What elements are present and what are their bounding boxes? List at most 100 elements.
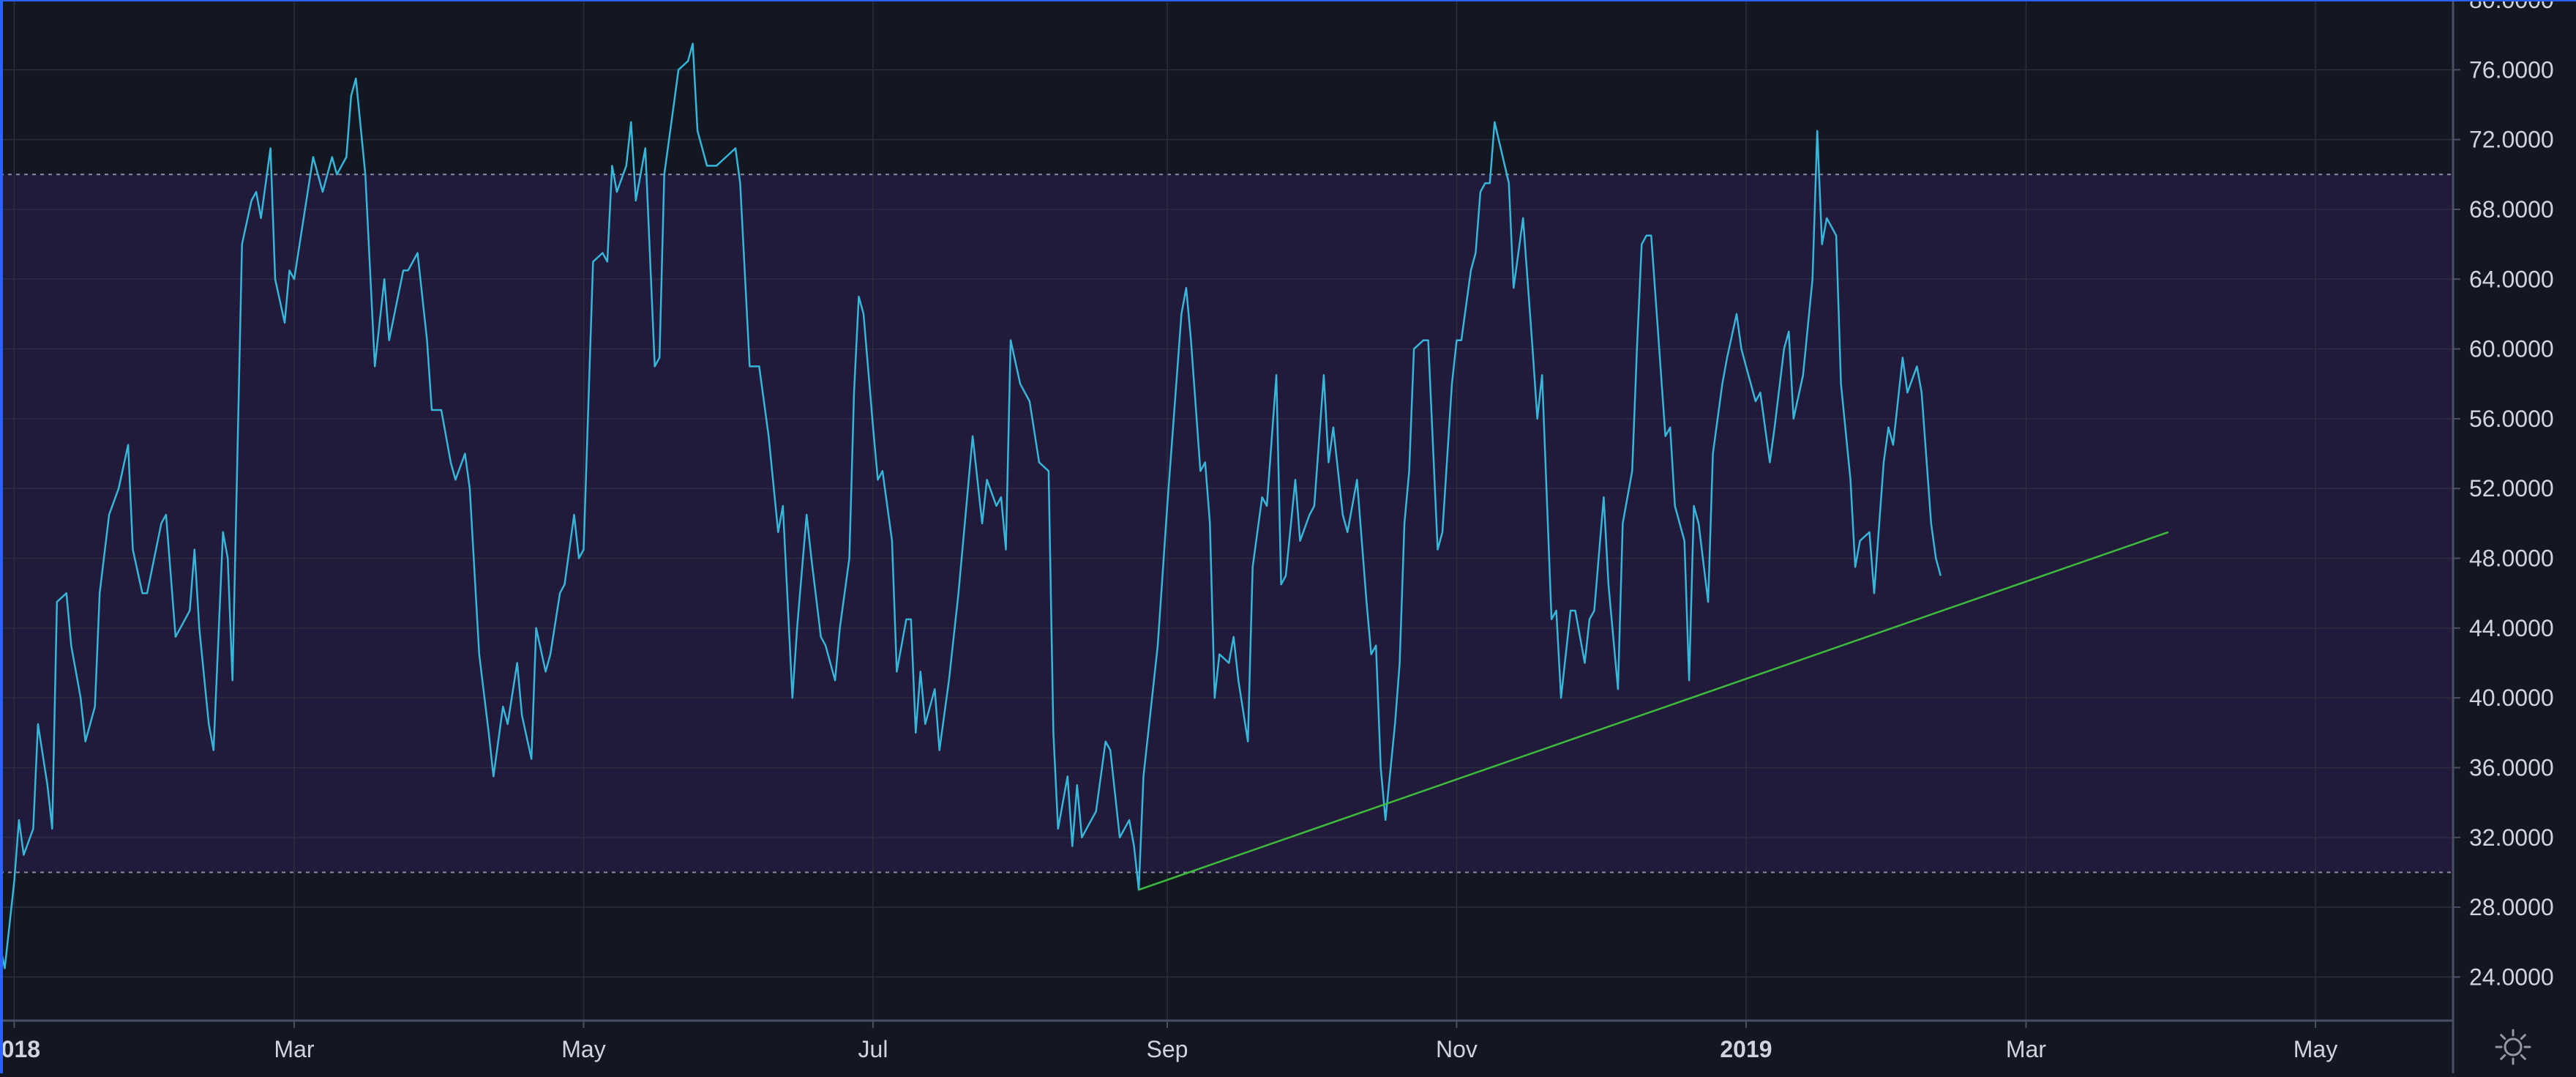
rsi-point: [231, 679, 234, 682]
rsi-point: [132, 548, 135, 551]
rsi-point: [544, 670, 547, 673]
rsi-point: [1569, 609, 1572, 612]
rsi-point: [1721, 382, 1724, 385]
rsi-point: [1783, 348, 1786, 351]
rsi-point: [530, 758, 533, 761]
rsi-point: [430, 409, 433, 411]
y-tick-label: 68.0000: [2469, 196, 2554, 223]
rsi-point: [1166, 504, 1169, 507]
rsi-point: [241, 243, 244, 246]
rsi-point: [1005, 548, 1008, 551]
rsi-point: [1346, 531, 1349, 534]
rsi-point: [795, 627, 798, 630]
rsi-point: [250, 199, 253, 202]
rsi-point: [1393, 723, 1396, 726]
rsi-point: [1047, 469, 1050, 472]
rsi-point: [1740, 348, 1743, 351]
rsi-point: [1332, 426, 1335, 429]
rsi-point: [1294, 478, 1297, 481]
rsi-point: [1437, 548, 1439, 551]
rsi-point: [810, 557, 813, 560]
rsi-point: [782, 504, 785, 507]
rsi-point: [1227, 662, 1230, 665]
rsi-point: [65, 592, 68, 595]
y-tick-label: 56.0000: [2469, 406, 2554, 432]
rsi-point: [1930, 522, 1933, 525]
rsi-point: [1531, 348, 1534, 351]
rsi-point: [1493, 121, 1496, 124]
rsi-point: [188, 609, 191, 612]
trendline[interactable]: [1138, 531, 2169, 891]
rsi-point: [1560, 696, 1562, 699]
rsi-point: [1849, 478, 1852, 481]
rsi-point: [1052, 731, 1055, 734]
rsi-point: [1882, 461, 1885, 464]
rsi-point: [56, 600, 59, 603]
rsi-point: [160, 522, 162, 525]
rsi-point: [1057, 827, 1060, 830]
rsi-point: [1892, 444, 1895, 447]
rsi-point: [848, 557, 851, 560]
rsi-point: [4, 967, 7, 970]
rsi-point: [644, 147, 647, 150]
chart-settings-button[interactable]: [2491, 1025, 2535, 1069]
rsi-point: [516, 662, 519, 665]
rsi-point: [283, 321, 286, 324]
rsi-series-line[interactable]: [0, 42, 1942, 969]
rsi-point: [1299, 540, 1302, 543]
rsi-point: [255, 190, 258, 193]
rsi-point: [1712, 452, 1715, 455]
rsi-point: [905, 618, 907, 621]
rsi-point: [914, 731, 917, 734]
rsi-point: [705, 164, 708, 167]
rsi-point: [416, 252, 419, 255]
y-tick-label: 80.0000: [2469, 0, 2554, 13]
y-tick-label: 48.0000: [2469, 545, 2554, 572]
rsi-point: [293, 277, 296, 280]
rsi-point: [79, 696, 82, 699]
rsi-point: [1787, 330, 1790, 333]
rsi-point: [1384, 819, 1387, 821]
rsi-point: [919, 670, 922, 673]
rsi-point: [601, 252, 604, 255]
rsi-point: [1076, 783, 1079, 786]
rsi-point: [924, 723, 926, 726]
rsi-band-fill: [0, 174, 2453, 873]
rsi-point: [260, 217, 263, 220]
rsi-point: [520, 714, 523, 717]
rsi-point: [449, 461, 452, 464]
x-tick-label: May: [561, 1036, 605, 1062]
rsi-point: [501, 705, 504, 708]
rsi-point: [858, 295, 861, 298]
x-tick-label: Jul: [858, 1036, 888, 1062]
rsi-point: [564, 583, 566, 586]
rsi-point: [1066, 775, 1069, 778]
rsi-point: [1109, 749, 1112, 752]
rsi-point: [193, 548, 196, 551]
rsi-point: [1602, 496, 1605, 499]
rsi-point: [1617, 687, 1620, 690]
rsi-point: [141, 592, 144, 595]
rsi-point: [696, 130, 699, 133]
rsi-point: [1185, 286, 1188, 289]
rsi-point: [1640, 243, 1643, 246]
rsi-point: [962, 540, 965, 543]
rsi-point: [1792, 417, 1795, 420]
rsi-point: [1650, 234, 1652, 237]
gear-icon: [2495, 1029, 2531, 1065]
rsi-point: [748, 365, 751, 368]
rsi-point: [1232, 636, 1235, 638]
rsi-point: [1399, 662, 1401, 665]
rsi-point: [1327, 461, 1330, 464]
rsi-point: [1118, 836, 1121, 839]
rsi-point: [1726, 357, 1729, 359]
rsi-point: [1427, 339, 1430, 342]
rsi-point: [1773, 426, 1776, 429]
rsi-point: [388, 339, 391, 342]
rsi-point: [1630, 469, 1633, 472]
rsi-point: [891, 540, 894, 543]
rsi-point: [321, 190, 324, 193]
rsi-point: [1284, 574, 1287, 577]
